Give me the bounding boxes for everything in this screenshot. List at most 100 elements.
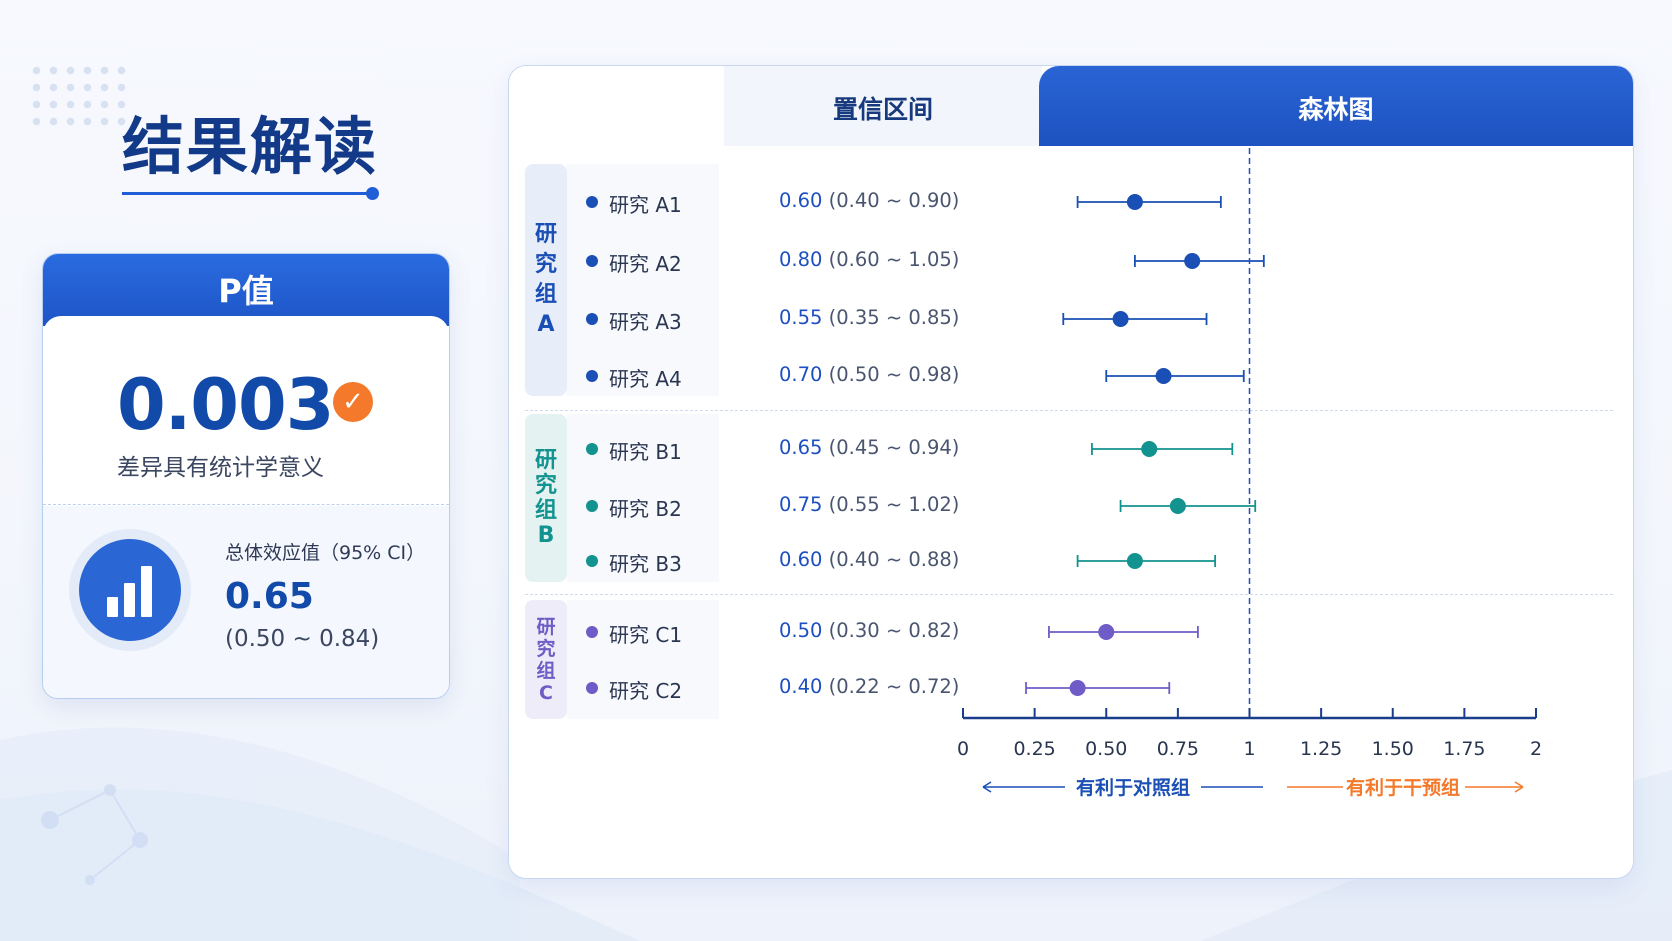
study-estimate: 0.80 <box>779 248 823 271</box>
title-underline <box>122 192 372 195</box>
title-underline-dot <box>366 187 379 200</box>
forest-plot: 0 0.25 0.50 0.75 1 1.25 1.50 1.75 2 有利于对照组 有利于干预组 <box>957 148 1542 799</box>
study-name: 研究 A1 <box>609 193 682 217</box>
study-marker-dot <box>586 555 598 567</box>
study-ci-range: (0.22 ~ 0.72) <box>822 675 960 698</box>
tab-forest-plot-label: 森林图 <box>1298 95 1374 124</box>
study-ci: 0.55 (0.35 ~ 0.85) <box>779 306 959 329</box>
effect-label: 总体效应值（95% CI） <box>225 542 426 564</box>
group-label-bg <box>525 600 567 719</box>
favors-left-label: 有利于对照组 <box>1076 776 1190 799</box>
study-marker-dot <box>586 500 598 512</box>
study-ci-range: (0.45 ~ 0.94) <box>822 436 960 459</box>
tab-forest-plot[interactable] <box>1039 66 1633 146</box>
study-marker-dot <box>586 443 598 455</box>
study-estimate: 0.40 <box>779 675 823 698</box>
estimate-point <box>1112 311 1129 327</box>
bar-chart-icon <box>79 539 181 641</box>
favors-right-label: 有利于干预组 <box>1346 776 1460 799</box>
estimate-point <box>1141 441 1158 457</box>
group-label-char: B <box>537 523 555 548</box>
study-name: 研究 A3 <box>609 310 682 334</box>
study-estimate: 0.55 <box>779 306 823 329</box>
forest-plot-panel: 置信区间 森林图 研究组 A 研究 A1 0.60 (0.40 ~ 0.90) 研究 A… <box>508 65 1634 879</box>
p-value-card-title: P值 <box>218 272 274 310</box>
study-estimate: 0.60 <box>779 189 823 212</box>
x-tick-label: 1 <box>1243 738 1255 760</box>
molecule-decoration <box>41 784 148 885</box>
tab-confidence-interval[interactable] <box>724 66 1042 146</box>
study-ci: 0.60 (0.40 ~ 0.90) <box>779 189 959 212</box>
estimate-point <box>1126 553 1143 569</box>
dot-grid-decoration <box>28 62 128 132</box>
group-label-char: A <box>537 312 555 337</box>
significance-text: 差异具有统计学意义 <box>117 455 324 481</box>
study-ci: 0.65 (0.45 ~ 0.94) <box>779 436 959 459</box>
study-name: 研究 A2 <box>609 252 682 276</box>
group-label-char: 研 <box>534 222 557 247</box>
effect-ci: (0.50 ~ 0.84) <box>225 626 380 652</box>
check-icon: ✓ <box>333 382 373 422</box>
study-ci: 0.60 (0.40 ~ 0.88) <box>779 548 959 571</box>
study-name: 研究 C2 <box>609 679 683 703</box>
study-estimate: 0.75 <box>779 493 823 516</box>
x-tick-label: 0.50 <box>1085 738 1127 760</box>
group-label-char: C <box>539 681 553 704</box>
favors-right-arrow-icon <box>1514 781 1524 793</box>
group-label-bg <box>525 164 567 396</box>
p-value: 0.003 <box>117 364 334 446</box>
group-label-char: 究 <box>536 637 556 660</box>
study-estimate: 0.50 <box>779 619 823 642</box>
p-value-card-header <box>43 254 449 326</box>
p-value-section: 0.003 ✓ 差异具有统计学意义 <box>43 316 449 506</box>
estimate-point <box>1069 680 1086 696</box>
estimate-point <box>1126 194 1143 210</box>
study-estimate: 0.70 <box>779 363 823 386</box>
study-ci-range: (0.40 ~ 0.88) <box>822 548 960 571</box>
study-ci-range: (0.55 ~ 1.02) <box>822 493 960 516</box>
group-label-char: 组 <box>534 498 557 523</box>
study-name: 研究 B3 <box>609 552 682 576</box>
p-value-card: P值 0.003 ✓ 差异具有统计学意义 总体效应值（95% CI） 0.65 … <box>42 253 450 699</box>
group-label-bg <box>525 414 567 582</box>
study-ci: 0.80 (0.60 ~ 1.05) <box>779 248 959 271</box>
x-tick-label: 0 <box>957 738 969 760</box>
estimate-point <box>1098 624 1115 640</box>
effect-value: 0.65 <box>225 576 314 617</box>
estimate-point <box>1184 253 1201 269</box>
study-marker-dot <box>586 626 598 638</box>
group-label-char: 究 <box>534 252 557 277</box>
x-tick-label: 2 <box>1530 738 1542 760</box>
study-name: 研究 C1 <box>609 623 683 647</box>
group-separator <box>525 410 1613 411</box>
study-marker-dot <box>586 682 598 694</box>
study-name-bg <box>567 600 719 719</box>
study-ci: 0.70 (0.50 ~ 0.98) <box>779 363 959 386</box>
group-label-char: 组 <box>534 282 557 307</box>
study-marker-dot <box>586 196 598 208</box>
x-tick-label: 1.50 <box>1372 738 1414 760</box>
page-title: 结果解读 <box>122 110 379 183</box>
group-separator <box>525 594 1613 595</box>
favors-left-arrow-icon <box>982 781 992 793</box>
study-ci: 0.40 (0.22 ~ 0.72) <box>779 675 959 698</box>
study-marker-dot <box>586 255 598 267</box>
card-divider <box>43 504 449 505</box>
group-label-char: 究 <box>534 473 557 498</box>
study-estimate: 0.65 <box>779 436 823 459</box>
study-name: 研究 B2 <box>609 497 682 521</box>
group-label-char: 研 <box>536 615 556 638</box>
x-tick-label: 1.75 <box>1443 738 1485 760</box>
study-ci-range: (0.30 ~ 0.82) <box>822 619 960 642</box>
study-ci: 0.75 (0.55 ~ 1.02) <box>779 493 959 516</box>
group-label-char: 组 <box>536 659 556 682</box>
estimate-point <box>1155 368 1172 384</box>
study-marker-dot <box>586 313 598 325</box>
study-marker-dot <box>586 370 598 382</box>
estimate-point <box>1169 498 1186 514</box>
group-label-char: 研 <box>534 448 557 473</box>
study-estimate: 0.60 <box>779 548 823 571</box>
